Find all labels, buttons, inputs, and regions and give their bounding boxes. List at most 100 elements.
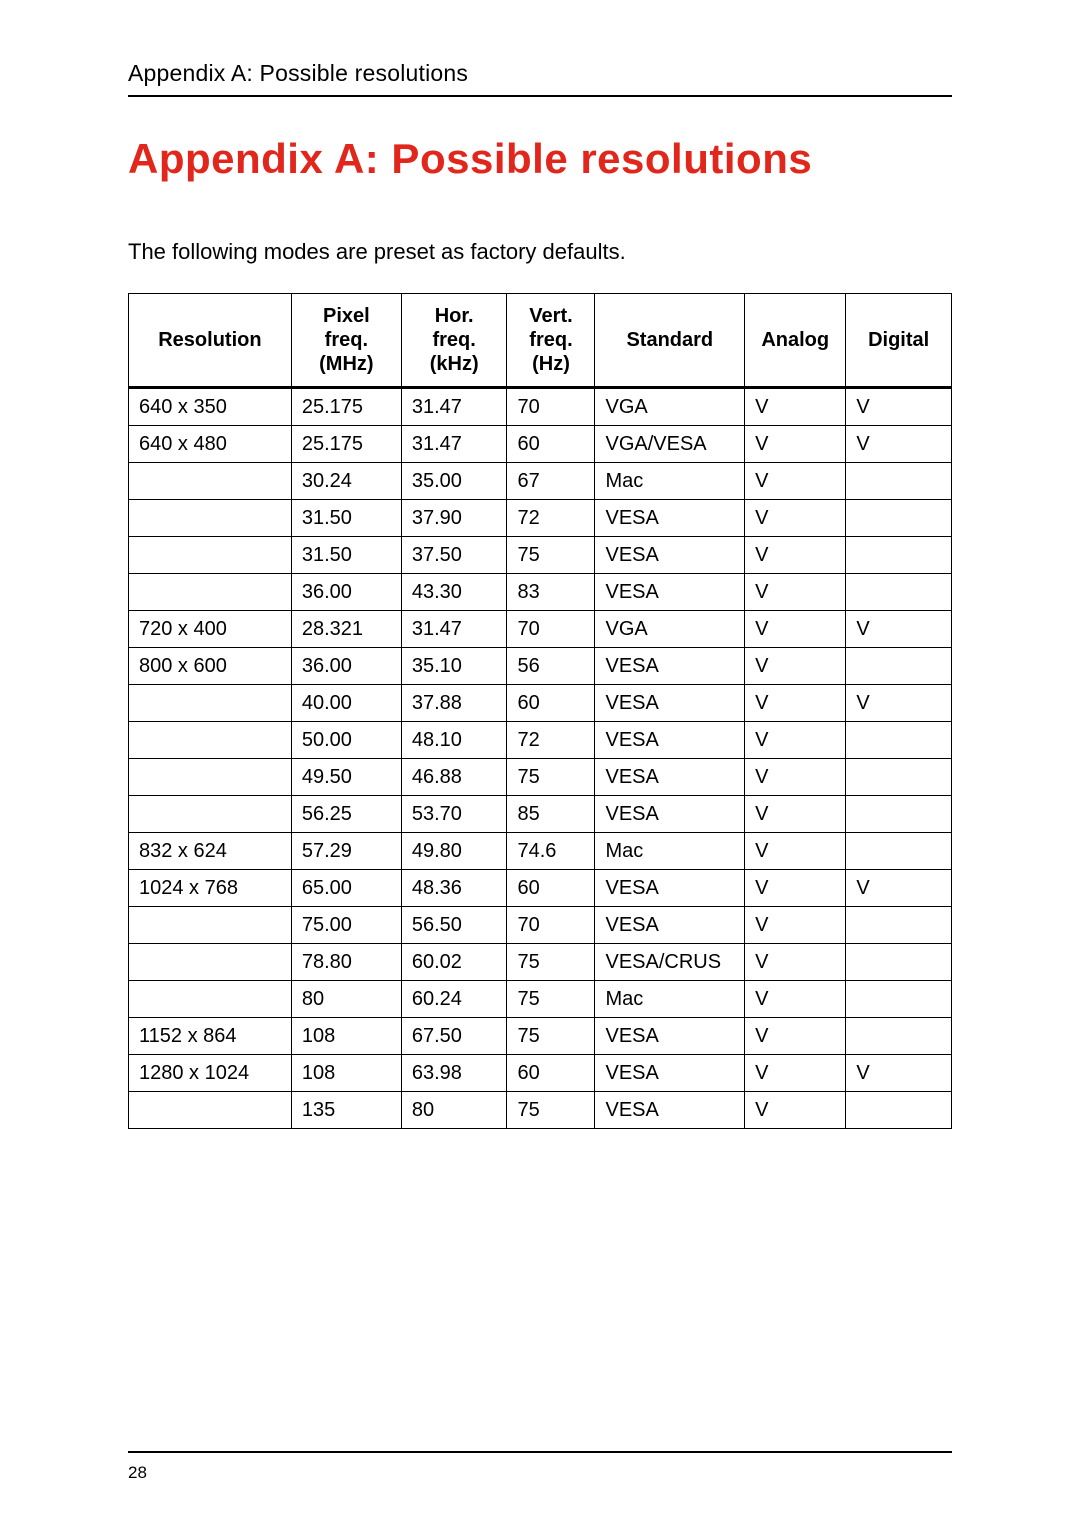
column-header-pixel: Pixelfreq.(MHz): [291, 294, 401, 388]
table-cell: VGA: [595, 388, 745, 426]
table-cell: 56.25: [291, 796, 401, 833]
table-cell: 75: [507, 1018, 595, 1055]
table-cell: 56.50: [401, 907, 507, 944]
table-cell: [846, 1018, 952, 1055]
table-cell: V: [846, 426, 952, 463]
table-cell: [846, 722, 952, 759]
column-header-label: (kHz): [408, 352, 501, 376]
table-cell: 65.00: [291, 870, 401, 907]
resolutions-table: ResolutionPixelfreq.(MHz)Hor.freq.(kHz)V…: [128, 293, 952, 1129]
column-header-label: (MHz): [298, 352, 395, 376]
table-row: 720 x 40028.32131.4770VGAVV: [129, 611, 952, 648]
table-cell: [846, 944, 952, 981]
table-cell: V: [846, 611, 952, 648]
table-cell: 800 x 600: [129, 648, 292, 685]
table-cell: VESA: [595, 648, 745, 685]
table-cell: 56: [507, 648, 595, 685]
table-cell: V: [745, 1055, 846, 1092]
table-cell: 60: [507, 426, 595, 463]
table-cell: 78.80: [291, 944, 401, 981]
table-cell: 31.50: [291, 537, 401, 574]
table-cell: V: [846, 685, 952, 722]
table-cell: V: [846, 870, 952, 907]
table-cell: 75: [507, 981, 595, 1018]
table-cell: 72: [507, 722, 595, 759]
table-row: 36.0043.3083VESAV: [129, 574, 952, 611]
table-row: 8060.2475MacV: [129, 981, 952, 1018]
footer-divider: [128, 1451, 952, 1453]
table-cell: 108: [291, 1055, 401, 1092]
table-cell: Mac: [595, 463, 745, 500]
table-cell: [846, 833, 952, 870]
table-cell: [129, 981, 292, 1018]
table-cell: 60: [507, 685, 595, 722]
table-cell: 60.24: [401, 981, 507, 1018]
table-cell: 72: [507, 500, 595, 537]
table-row: 49.5046.8875VESAV: [129, 759, 952, 796]
table-cell: 1152 x 864: [129, 1018, 292, 1055]
page-title: Appendix A: Possible resolutions: [128, 135, 952, 183]
table-row: 31.5037.5075VESAV: [129, 537, 952, 574]
column-header-label: Pixel: [298, 304, 395, 328]
column-header-resolution: Resolution: [129, 294, 292, 388]
table-row: 800 x 60036.0035.1056VESAV: [129, 648, 952, 685]
table-cell: 135: [291, 1092, 401, 1129]
table-cell: [846, 463, 952, 500]
table-cell: 37.90: [401, 500, 507, 537]
table-cell: V: [745, 463, 846, 500]
column-header-vert: Vert.freq.(Hz): [507, 294, 595, 388]
table-cell: 28.321: [291, 611, 401, 648]
table-cell: 40.00: [291, 685, 401, 722]
table-row: 640 x 35025.17531.4770VGAVV: [129, 388, 952, 426]
table-row: 640 x 48025.17531.4760VGA/VESAVV: [129, 426, 952, 463]
table-cell: 35.10: [401, 648, 507, 685]
table-cell: V: [745, 796, 846, 833]
table-cell: [129, 574, 292, 611]
table-cell: 60.02: [401, 944, 507, 981]
table-cell: [129, 907, 292, 944]
table-cell: [129, 759, 292, 796]
table-cell: V: [745, 685, 846, 722]
table-cell: V: [846, 1055, 952, 1092]
table-cell: 37.88: [401, 685, 507, 722]
table-cell: 50.00: [291, 722, 401, 759]
table-cell: VESA: [595, 685, 745, 722]
table-cell: [846, 500, 952, 537]
column-header-label: freq.: [298, 328, 395, 352]
table-cell: V: [745, 611, 846, 648]
table-cell: 31.47: [401, 426, 507, 463]
table-cell: VESA/CRUS: [595, 944, 745, 981]
table-cell: 36.00: [291, 574, 401, 611]
table-cell: 1280 x 1024: [129, 1055, 292, 1092]
column-header-label: freq.: [408, 328, 501, 352]
table-cell: 53.70: [401, 796, 507, 833]
table-cell: [129, 796, 292, 833]
table-header-row: ResolutionPixelfreq.(MHz)Hor.freq.(kHz)V…: [129, 294, 952, 388]
table-cell: [129, 1092, 292, 1129]
table-cell: [846, 648, 952, 685]
table-cell: V: [745, 870, 846, 907]
column-header-label: Digital: [852, 328, 945, 352]
table-cell: 75.00: [291, 907, 401, 944]
table-cell: VESA: [595, 500, 745, 537]
table-cell: V: [745, 1092, 846, 1129]
table-cell: V: [745, 1018, 846, 1055]
table-cell: 75: [507, 537, 595, 574]
column-header-label: Hor.: [408, 304, 501, 328]
table-cell: 640 x 480: [129, 426, 292, 463]
table-cell: 832 x 624: [129, 833, 292, 870]
table-cell: 48.10: [401, 722, 507, 759]
table-cell: 49.50: [291, 759, 401, 796]
table-cell: 60: [507, 870, 595, 907]
table-cell: VESA: [595, 870, 745, 907]
column-header-label: Vert.: [513, 304, 588, 328]
table-cell: [129, 685, 292, 722]
page-number: 28: [128, 1463, 147, 1483]
table-cell: 67: [507, 463, 595, 500]
table-cell: 70: [507, 611, 595, 648]
table-cell: 80: [291, 981, 401, 1018]
table-cell: V: [745, 388, 846, 426]
column-header-label: Standard: [601, 328, 738, 352]
table-cell: Mac: [595, 981, 745, 1018]
table-cell: 70: [507, 907, 595, 944]
